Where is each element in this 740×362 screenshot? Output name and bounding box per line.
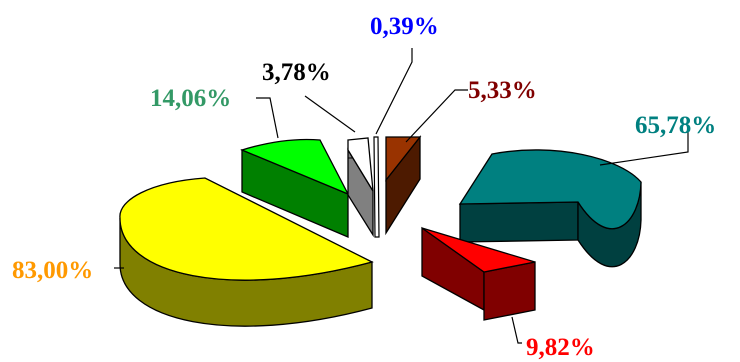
slice-3	[119, 177, 374, 327]
slice-4-top	[240, 138, 350, 196]
leader-line-6	[375, 48, 413, 135]
data-label-6: 0,39%	[370, 13, 439, 40]
slice-2-top	[421, 227, 536, 273]
slice-2	[421, 226, 536, 321]
data-label-4: 14,06%	[150, 85, 231, 112]
leader-line-5	[304, 95, 356, 133]
leader-line-4	[256, 97, 279, 139]
slice-1-side	[459, 201, 579, 243]
slice-5	[347, 137, 374, 238]
leader-line-2	[511, 316, 522, 344]
slice-5-top	[347, 137, 374, 192]
data-label-5: 3,78%	[262, 59, 331, 86]
slice-7	[385, 135, 422, 236]
slice-7-top	[385, 136, 422, 182]
data-label-3: 83,00%	[12, 257, 93, 284]
data-label-7: 5,33%	[468, 77, 537, 104]
slice-4	[240, 138, 350, 238]
data-label-2: 9,82%	[526, 334, 595, 361]
leader-line-7	[405, 89, 468, 143]
slice-6-body	[373, 136, 380, 238]
leader-line-1	[599, 132, 689, 166]
data-label-1: 65,78%	[635, 112, 716, 139]
slice-1	[458, 149, 642, 268]
slice-3-top	[119, 177, 374, 281]
slice-6	[373, 136, 380, 238]
slice-1-top	[458, 149, 642, 230]
